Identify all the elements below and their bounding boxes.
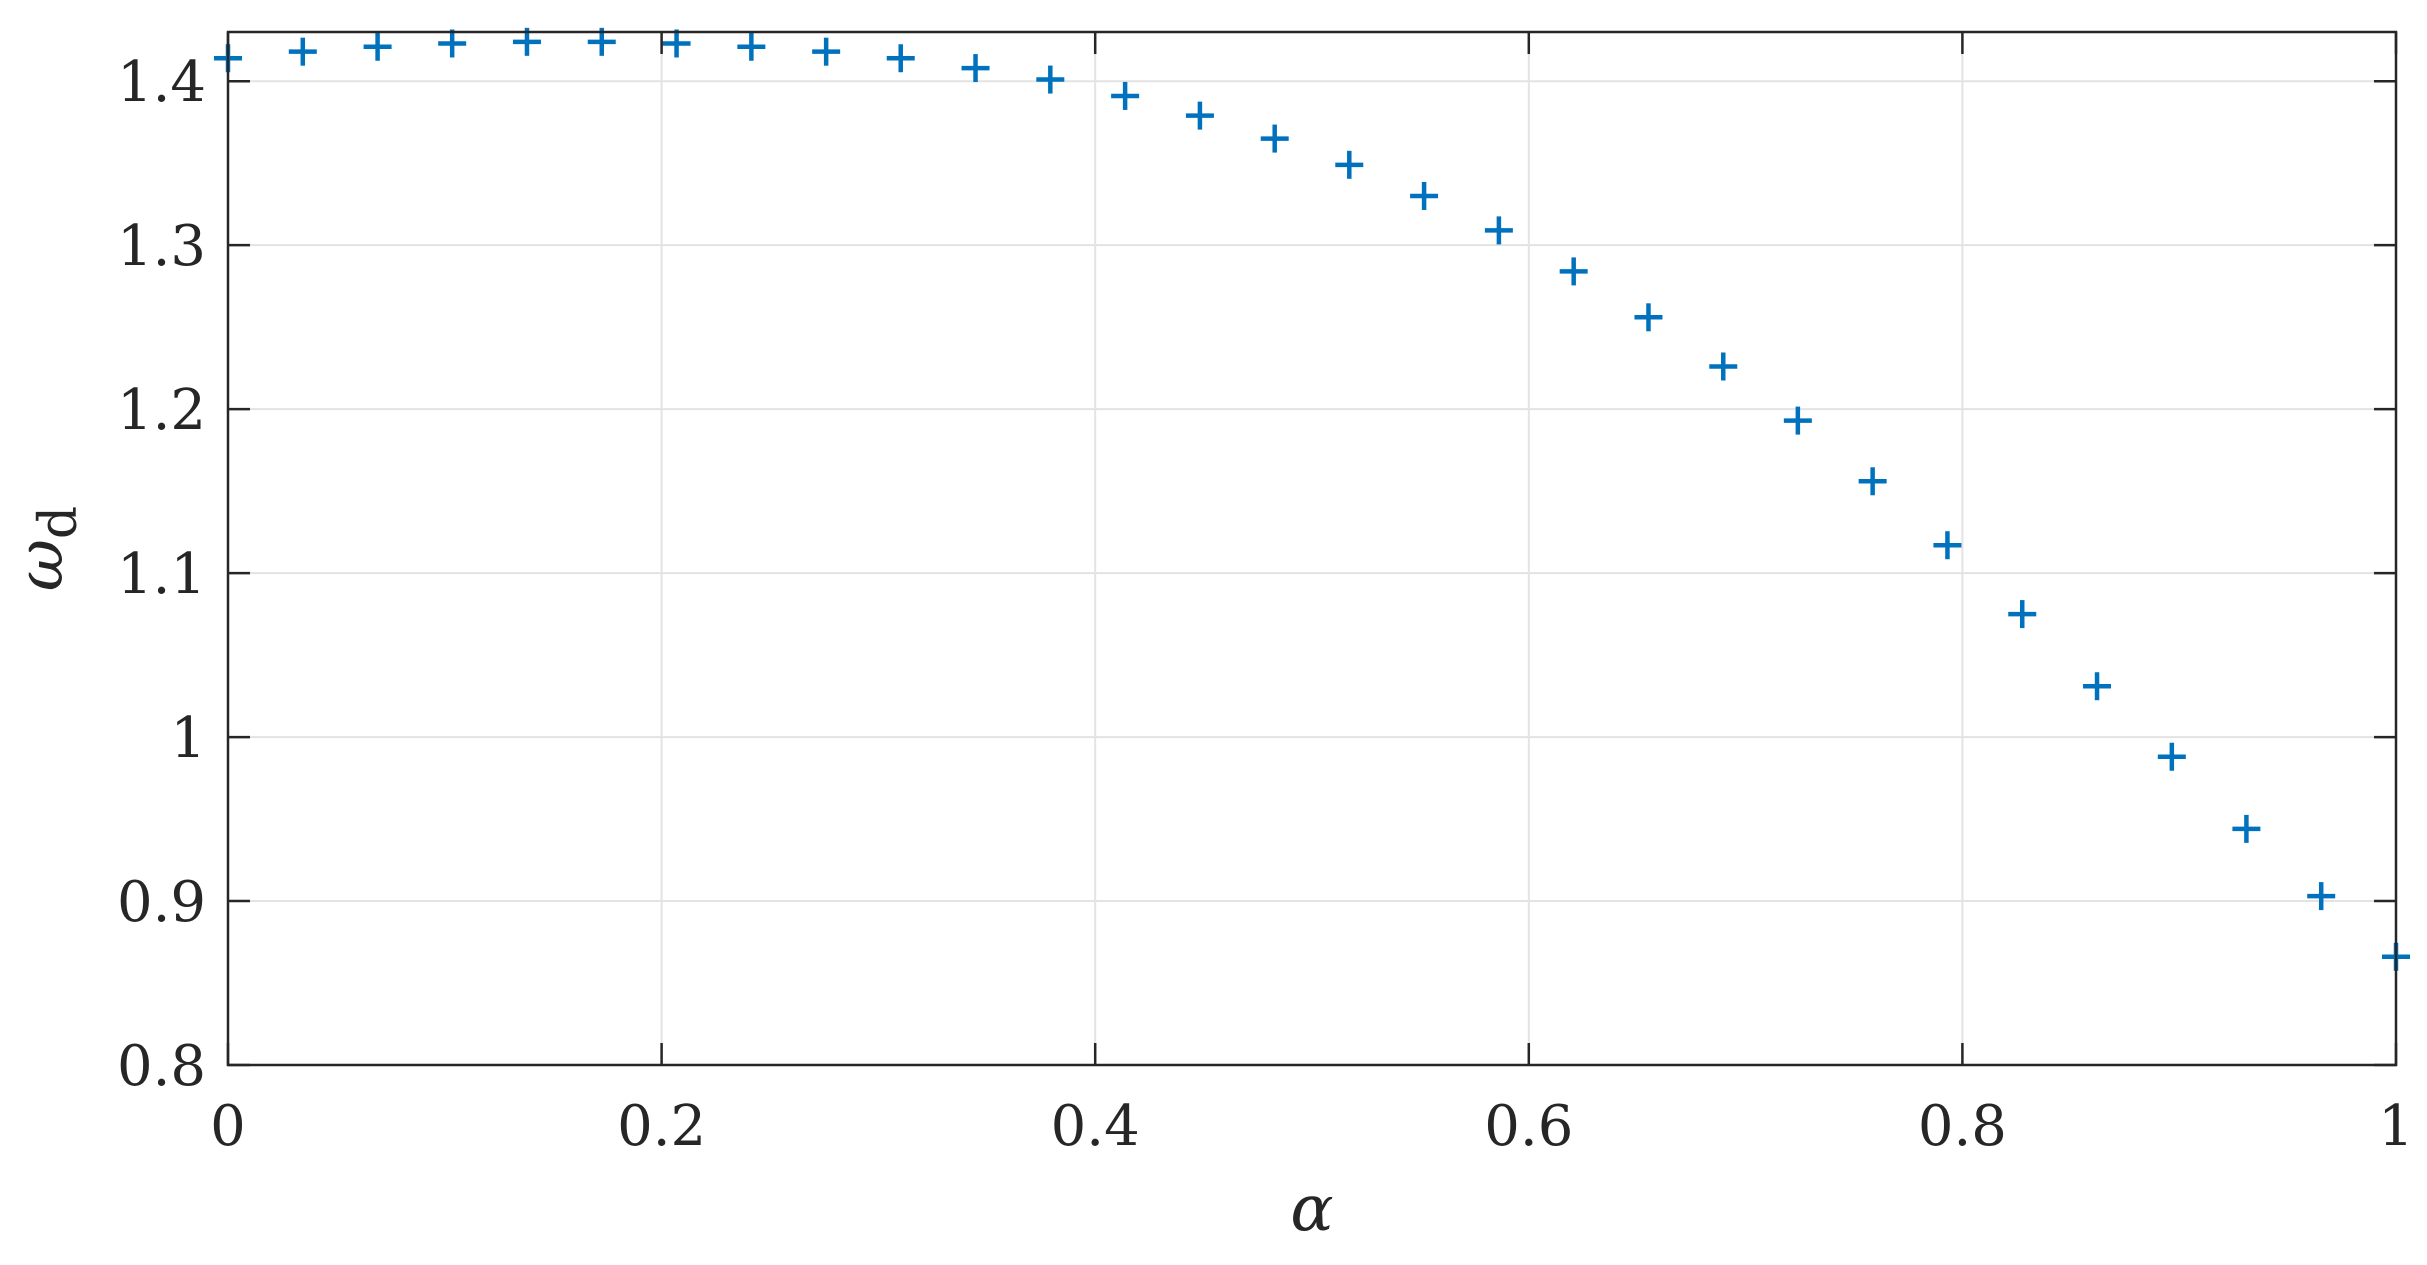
x-tick-label: 0.2	[617, 1094, 706, 1159]
data-point	[1335, 150, 1364, 179]
y-tick-label: 1	[170, 706, 206, 771]
x-tick-label: 0.6	[1484, 1094, 1573, 1159]
y-tick-label: 1.1	[117, 542, 206, 607]
data-point	[1484, 216, 1513, 245]
y-tick-label: 0.8	[117, 1034, 206, 1099]
x-tick-label: 0.8	[1918, 1094, 2007, 1159]
data-point	[1634, 303, 1663, 332]
y-tick-label: 1.2	[117, 378, 206, 443]
y-axis-label-symbol: ω	[4, 539, 78, 591]
data-point	[1709, 352, 1738, 381]
data-point	[288, 37, 317, 66]
y-tick-label: 0.9	[117, 870, 206, 935]
data-point	[886, 44, 915, 73]
axis-ticks	[226, 32, 2398, 1067]
y-tick-label: 1.4	[117, 50, 206, 115]
data-point	[1036, 65, 1065, 94]
data-point	[1410, 181, 1439, 210]
plot-frame	[226, 30, 2398, 1067]
y-tick-label: 1.3	[117, 214, 206, 279]
y-tick-labels: 0.8 0.9 1 1.1 1.2 1.3 1.4	[117, 50, 206, 1099]
data-point	[1185, 101, 1214, 130]
x-tick-labels: 0 0.2 0.4 0.6 0.8 1	[210, 1094, 2414, 1159]
data-point	[1559, 257, 1588, 286]
data-point	[363, 32, 392, 61]
x-tick-label: 0	[210, 1094, 246, 1159]
data-point	[2307, 882, 2336, 911]
data-point	[2083, 672, 2112, 701]
data-point	[2232, 814, 2261, 843]
y-axis-label: ωd	[4, 506, 89, 591]
data-points	[214, 27, 2410, 971]
data-point	[1933, 531, 1962, 560]
data-point	[1260, 124, 1289, 153]
data-point	[662, 29, 691, 58]
data-point	[438, 29, 467, 58]
data-point	[2008, 600, 2037, 629]
data-point	[961, 54, 990, 83]
data-point	[1858, 467, 1887, 496]
data-point	[737, 32, 766, 61]
grid-lines	[227, 32, 2397, 1066]
y-axis-label-subscript: d	[29, 506, 89, 539]
data-point	[812, 37, 841, 66]
x-tick-label: 1	[2378, 1094, 2414, 1159]
data-point	[1111, 81, 1140, 110]
data-point	[1783, 406, 1812, 435]
data-point	[2157, 742, 2186, 771]
x-tick-label: 0.4	[1051, 1094, 1140, 1159]
x-axis-label: α	[1290, 1172, 1333, 1246]
